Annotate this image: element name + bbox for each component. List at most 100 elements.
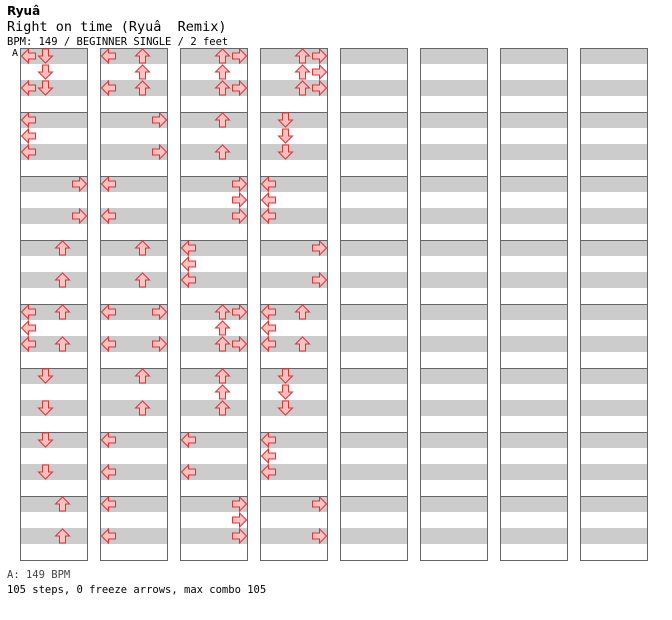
step-arrow-up — [134, 64, 151, 80]
step-arrow-right — [152, 335, 168, 353]
step-arrow-down — [277, 384, 294, 400]
beat-stripe — [420, 528, 488, 544]
song-title: Right on time (Ryuâ Remix) — [7, 19, 227, 35]
measure-box — [260, 496, 328, 561]
beat-stripe — [500, 304, 568, 320]
step-arrow-up — [214, 112, 231, 128]
step-arrow-right — [232, 191, 248, 209]
bpm-legend: A: 149 BPM — [7, 569, 71, 581]
beat-stripe — [580, 48, 648, 64]
beat-stripe — [180, 48, 248, 64]
beat-stripe — [500, 48, 568, 64]
beat-stripe — [340, 368, 408, 384]
beat-stripe — [260, 400, 328, 416]
beat-stripe — [20, 80, 88, 96]
beat-stripe — [180, 240, 248, 256]
beat-stripe — [260, 496, 328, 512]
step-arrow-right — [232, 511, 248, 529]
step-arrow-left — [100, 463, 116, 481]
step-arrow-up — [294, 64, 311, 80]
step-arrow-up — [294, 336, 311, 352]
beat-stripe — [340, 336, 408, 352]
step-arrow-up — [214, 384, 231, 400]
beat-stripe — [420, 304, 488, 320]
beat-stripe — [180, 208, 248, 224]
chart-summary: 105 steps, 0 freeze arrows, max combo 10… — [7, 584, 267, 596]
step-arrow-left — [180, 239, 196, 257]
song-artist: Ryuâ — [7, 4, 41, 18]
step-arrow-up — [134, 240, 151, 256]
beat-stripe — [20, 176, 88, 192]
step-arrow-right — [72, 207, 88, 225]
beat-stripe — [500, 336, 568, 352]
beat-stripe — [20, 336, 88, 352]
measure-box — [340, 496, 408, 561]
step-arrow-left — [20, 79, 36, 97]
beat-stripe — [260, 208, 328, 224]
step-arrow-up — [214, 304, 231, 320]
beat-stripe — [20, 112, 88, 128]
beat-stripe — [580, 528, 648, 544]
beat-stripe — [100, 48, 168, 64]
chart-info: BPM: 149 / BEGINNER SINGLE / 2 feet — [7, 36, 229, 48]
beat-stripe — [500, 432, 568, 448]
measure-box — [100, 496, 168, 561]
step-arrow-down — [37, 400, 54, 416]
beat-stripe — [420, 48, 488, 64]
step-arrow-left — [180, 255, 196, 273]
beat-stripe — [580, 496, 648, 512]
step-arrow-right — [72, 175, 88, 193]
step-arrow-right — [232, 207, 248, 225]
beat-stripe — [260, 336, 328, 352]
beat-stripe — [420, 240, 488, 256]
beat-stripe — [580, 304, 648, 320]
beat-stripe — [340, 528, 408, 544]
step-arrow-up — [134, 400, 151, 416]
measure-box — [20, 496, 88, 561]
step-arrow-up — [214, 400, 231, 416]
step-arrow-left — [20, 47, 36, 65]
step-arrow-left — [20, 335, 36, 353]
beat-stripe — [420, 208, 488, 224]
step-arrow-right — [232, 47, 248, 65]
measure-box — [180, 496, 248, 561]
beat-stripe — [100, 208, 168, 224]
beat-stripe — [420, 80, 488, 96]
beat-stripe — [180, 400, 248, 416]
beat-stripe — [260, 272, 328, 288]
beat-stripe — [340, 48, 408, 64]
beat-stripe — [100, 176, 168, 192]
beat-stripe — [260, 240, 328, 256]
beat-stripe — [340, 400, 408, 416]
step-arrow-up — [214, 336, 231, 352]
beat-stripe — [580, 432, 648, 448]
step-arrow-right — [152, 143, 168, 161]
beat-stripe — [260, 48, 328, 64]
beat-stripe — [20, 48, 88, 64]
step-arrow-left — [100, 47, 116, 65]
beat-stripe — [340, 176, 408, 192]
step-arrow-left — [260, 207, 276, 225]
step-arrow-up — [214, 320, 231, 336]
step-arrow-up — [214, 144, 231, 160]
step-arrow-right — [232, 335, 248, 353]
step-arrow-right — [232, 495, 248, 513]
step-arrow-up — [54, 336, 71, 352]
beat-stripe — [20, 208, 88, 224]
beat-stripe — [100, 240, 168, 256]
beat-stripe — [100, 112, 168, 128]
beat-stripe — [100, 304, 168, 320]
beat-stripe — [500, 112, 568, 128]
beat-stripe — [100, 528, 168, 544]
step-arrow-down — [277, 400, 294, 416]
step-arrow-right — [232, 175, 248, 193]
step-arrow-down — [277, 144, 294, 160]
beat-stripe — [500, 496, 568, 512]
beat-stripe — [260, 112, 328, 128]
step-arrow-right — [312, 63, 328, 81]
beat-stripe — [340, 112, 408, 128]
beat-stripe — [180, 464, 248, 480]
step-arrow-left — [100, 175, 116, 193]
beat-stripe — [180, 272, 248, 288]
beat-stripe — [100, 496, 168, 512]
